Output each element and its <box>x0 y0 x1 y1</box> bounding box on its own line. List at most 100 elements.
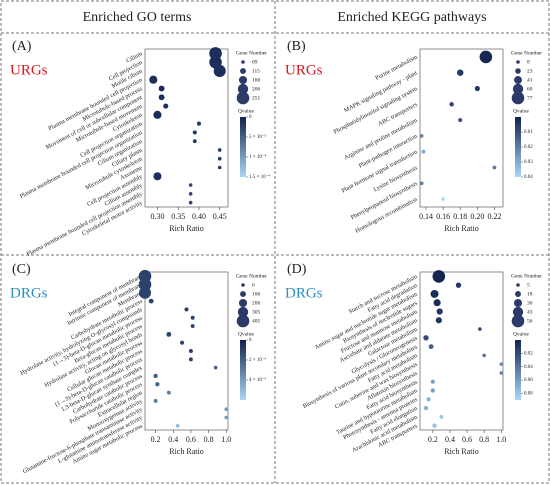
size-legend-dot <box>241 283 245 287</box>
size-legend-dot <box>513 298 523 308</box>
dot <box>158 94 165 101</box>
dot <box>153 172 162 181</box>
size-legend-label: 6 <box>252 282 255 288</box>
dot <box>430 379 435 384</box>
dot <box>435 317 442 324</box>
group-label: URGs <box>285 62 323 78</box>
size-legend-label: 60 <box>527 86 533 92</box>
x-tick-label: 0.2 <box>151 435 161 444</box>
color-tick-label: 0.02 <box>524 145 533 150</box>
column-header: Enriched KEGG pathways <box>337 10 486 25</box>
dot <box>474 85 480 92</box>
plot-frame <box>419 48 504 208</box>
size-legend-dot <box>240 291 246 297</box>
x-tick-label: 0.4 <box>168 435 178 444</box>
dot <box>190 324 195 329</box>
color-tick-label: 0.06 <box>524 378 533 383</box>
size-legend-dot <box>515 291 521 297</box>
size-legend-label: 30 <box>527 300 533 306</box>
dot <box>428 344 434 350</box>
size-legend-label: 8 <box>527 59 530 65</box>
size-legend-title: Gene Number <box>511 273 542 279</box>
panel-label: (B) <box>287 39 306 54</box>
size-legend-dot <box>236 314 250 328</box>
color-bar <box>515 340 521 400</box>
size-legend-dot <box>511 91 525 105</box>
color-legend-title: Qvalue <box>513 108 529 114</box>
dot <box>175 424 180 428</box>
size-legend-dot <box>512 306 524 318</box>
dot <box>184 307 189 312</box>
size-legend-label: 56 <box>527 318 533 324</box>
dot <box>456 69 464 76</box>
size-legend-label: 77 <box>527 95 533 101</box>
color-tick-label: 0.03 <box>524 160 533 165</box>
x-axis-label: Rich Ratio <box>169 224 203 233</box>
category-label: Plasma membrane bounded cell projection … <box>25 190 144 258</box>
size-legend-dot <box>516 60 520 64</box>
x-tick-label: 0.20 <box>470 212 484 221</box>
size-legend-dot <box>237 83 249 95</box>
color-tick-label: 1 × 10⁻⁴ <box>249 154 266 160</box>
dot <box>190 315 195 320</box>
dot <box>196 121 202 126</box>
x-axis-label: Rich Ratio <box>444 447 478 456</box>
x-tick-label: 0.6 <box>462 435 472 444</box>
color-tick-label: 4 × 10⁻⁶ <box>249 377 266 383</box>
dot <box>423 405 429 411</box>
x-tick-label: 0.6 <box>186 435 196 444</box>
dot <box>224 415 229 420</box>
size-legend-dot <box>240 68 246 74</box>
size-legend-title: Gene Number <box>511 50 542 56</box>
x-tick-label: 1.0 <box>496 435 506 444</box>
dot <box>188 357 193 362</box>
x-tick-label: 0.22 <box>487 212 501 221</box>
color-tick-label: 5 × 10⁻⁵ <box>249 134 266 140</box>
x-tick-label: 0.4 <box>445 435 455 444</box>
dot <box>138 278 152 291</box>
size-legend-label: 5 <box>527 282 530 288</box>
x-tick-label: 0.45 <box>213 212 227 221</box>
size-legend-title: Gene Number <box>236 50 267 56</box>
group-label: DRGs <box>10 285 48 301</box>
x-axis-label: Rich Ratio <box>169 447 203 456</box>
size-legend-label: 206 <box>252 300 261 306</box>
color-tick-label: 0 <box>249 338 252 343</box>
color-tick-label: 1.5 × 10⁻⁴ <box>249 174 270 180</box>
dot <box>419 181 424 186</box>
size-legend-dot <box>236 91 250 105</box>
plot-frame <box>419 271 504 431</box>
dot <box>479 50 493 64</box>
color-bar <box>515 117 521 177</box>
color-legend-title: Qvalue <box>238 331 254 337</box>
dot <box>430 388 435 393</box>
size-legend-label: 115 <box>252 68 260 74</box>
size-legend-dot <box>238 298 248 308</box>
dot <box>458 118 463 123</box>
dot <box>449 102 454 107</box>
dot <box>426 397 431 402</box>
x-tick-label: 0.18 <box>453 212 467 221</box>
color-tick-label: 0.08 <box>524 391 533 396</box>
plot-frame <box>144 48 229 208</box>
size-legend-dot <box>512 83 524 95</box>
dot <box>421 149 426 154</box>
group-label: DRGs <box>285 285 323 301</box>
dot <box>163 103 169 109</box>
dot <box>153 110 162 119</box>
dot <box>153 398 158 403</box>
color-tick-label: 0.04 <box>524 365 533 370</box>
color-tick-label: 2 × 10⁻⁶ <box>249 357 266 363</box>
size-legend-dot <box>515 68 521 74</box>
dot <box>153 373 158 379</box>
size-legend-label: 41 <box>527 77 533 83</box>
x-tick-label: 0.2 <box>428 435 438 444</box>
dot <box>149 75 158 84</box>
dot <box>155 382 160 387</box>
x-tick-label: 0.30 <box>150 212 164 221</box>
x-tick-label: 0.16 <box>436 212 450 221</box>
dot <box>439 414 444 419</box>
color-tick-label: 0.01 <box>524 130 533 135</box>
color-bar <box>240 117 246 177</box>
